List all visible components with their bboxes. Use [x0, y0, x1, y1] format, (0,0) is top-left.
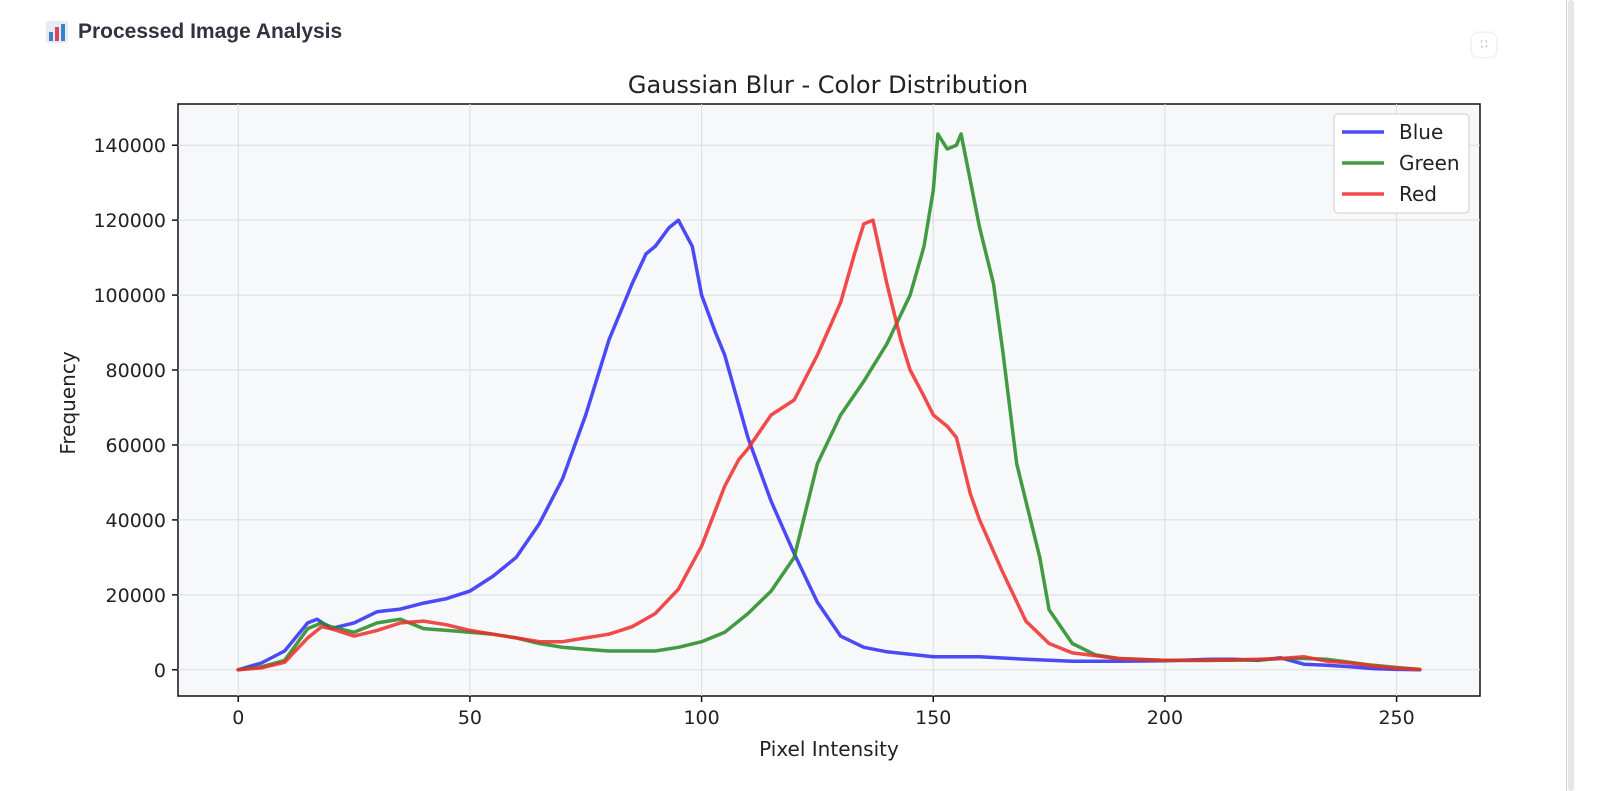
legend-box [1333, 113, 1470, 214]
x-axis-label: Pixel Intensity [759, 737, 899, 761]
y-tick-label: 0 [154, 660, 166, 682]
chart-title: Gaussian Blur - Color Distribution [628, 71, 1028, 99]
scrollbar-divider [1566, 0, 1567, 791]
line-chart: Gaussian Blur - Color Distribution 0 50 10… [56, 71, 1481, 761]
legend-label-blue: Blue [1399, 120, 1443, 144]
series-line-red [236, 218, 1422, 672]
y-axis-ticks: 0 20000 40000 60000 80000 100000 120000 140000 [93, 135, 178, 682]
x-tick-label: 150 [915, 707, 951, 729]
chart-legend: Blue Green Red [1333, 113, 1470, 214]
y-axis-label: Frequency [56, 351, 80, 454]
bar-chart-icon [46, 21, 68, 43]
x-tick-label: 50 [458, 707, 482, 729]
legend-label-green: Green [1399, 151, 1460, 175]
x-tick-label: 100 [683, 707, 719, 729]
y-tick-label: 100000 [93, 285, 166, 307]
x-tick-label: 0 [232, 707, 244, 729]
y-tick-label: 60000 [106, 435, 166, 457]
fullscreen-button[interactable]: ⛶ [1472, 33, 1496, 57]
section-title: Processed Image Analysis [78, 20, 343, 43]
x-axis-ticks: 0 50 100 150 200 250 [232, 696, 1415, 729]
y-tick-label: 80000 [106, 360, 166, 382]
y-tick-label: 120000 [93, 210, 166, 232]
grid-lines [178, 104, 1480, 696]
y-tick-label: 140000 [93, 135, 166, 157]
y-tick-label: 40000 [106, 510, 166, 532]
y-tick-label: 20000 [106, 585, 166, 607]
series-lines [236, 132, 1422, 672]
plot-area [177, 103, 1481, 697]
legend-label-red: Red [1399, 182, 1437, 206]
x-tick-label: 200 [1147, 707, 1183, 729]
section-header: Processed Image Analysis [46, 18, 342, 46]
scrollbar-thumb[interactable] [1568, 0, 1574, 791]
x-tick-label: 250 [1378, 707, 1414, 729]
